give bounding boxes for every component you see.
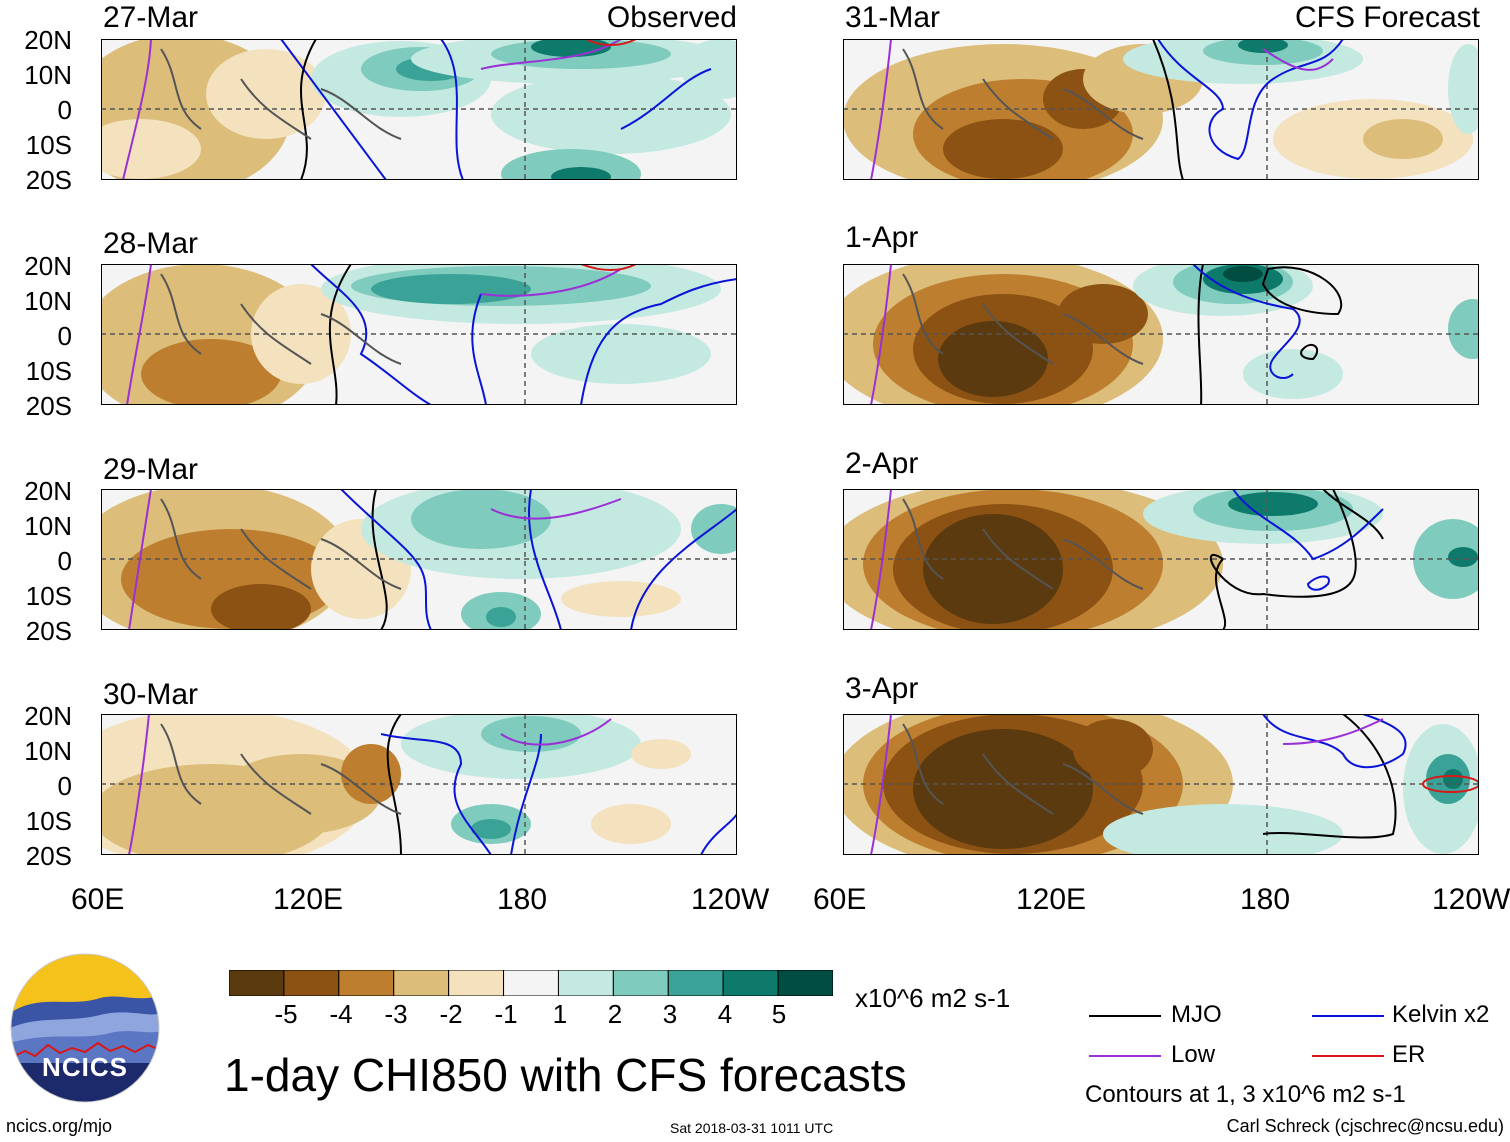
legend-label-low: Low [1171,1041,1216,1068]
legend-label-er: ER [1392,1041,1426,1068]
map-panel-29-mar [101,489,737,630]
lat-label: 20S [25,391,72,421]
footer-center: Sat 2018-03-31 1011 UTC [670,1120,834,1136]
lat-label: 10S [25,356,72,386]
panel-date-31-mar: 31-Mar [845,1,941,34]
colorbar-swatch [557,970,614,996]
observed-label: Observed [606,1,737,34]
footer-left: ncics.org/mjo [6,1116,113,1136]
panel-date-29-mar: 29-Mar [103,453,199,486]
lat-label: 10N [24,736,72,766]
lon-label-60e-right: 60E [813,883,867,916]
colorbar-tick: 3 [662,999,678,1029]
map-panel-27-mar [101,39,737,180]
ncics-logo-text: NCICS [42,1052,128,1082]
chart-title: 1-day CHI850 with CFS forecasts [224,1049,907,1101]
colorbar-tick: -2 [439,999,463,1029]
lat-label: 10S [25,581,72,611]
legend-line-mjo [1089,1015,1161,1017]
lat-label: 0 [57,546,72,576]
lon-label-120e-right: 120E [1016,883,1087,916]
legend-line-er [1312,1055,1384,1057]
colorbar-swatch [777,970,833,996]
map-panel-1-apr [843,264,1479,405]
colorbar [229,970,833,996]
lon-label-180-left: 180 [497,883,548,916]
colorbar-swatch [338,970,395,996]
lat-label: 20N [24,701,72,731]
panel-date-30-mar: 30-Mar [103,678,199,711]
colorbar-tick: -4 [329,999,353,1029]
panel-date-28-mar: 28-Mar [103,227,199,260]
contours-note: Contours at 1, 3 x10^6 m2 s-1 [1085,1081,1406,1108]
lat-label: 20S [25,616,72,646]
lat-label: 20N [24,251,72,281]
panel-date-3-apr: 3-Apr [845,672,919,705]
colorbar-tick: -5 [274,999,298,1029]
colorbar-tick: 1 [552,999,568,1029]
lon-label-120e-left: 120E [273,883,344,916]
lat-label: 10N [24,286,72,316]
legend-label-mjo: MJO [1171,1001,1222,1028]
lat-label: 0 [57,771,72,801]
footer-right: Carl Schreck (cjschrec@ncsu.edu) [1226,1116,1504,1136]
colorbar-swatch [448,970,505,996]
lon-label-60e-left: 60E [71,883,125,916]
colorbar-swatch [667,970,724,996]
colorbar-swatch [612,970,669,996]
colorbar-tick: -1 [494,999,518,1029]
panel-date-2-apr: 2-Apr [845,447,919,480]
colorbar-tick: 2 [607,999,623,1029]
lat-label: 0 [57,321,72,351]
ncics-logo [10,953,160,1103]
lat-label: 20N [24,25,72,55]
legend-line-low [1089,1055,1161,1057]
colorbar-swatch [229,970,285,996]
lat-label: 20S [25,165,72,195]
colorbar-tick: 4 [717,999,733,1029]
legend-line-kelvin [1312,1015,1384,1017]
forecast-label: CFS Forecast [1294,1,1480,34]
lat-label: 0 [57,95,72,125]
colorbar-tick: 5 [771,999,787,1029]
map-panel-31-mar [843,39,1479,180]
lat-label: 10S [25,806,72,836]
colorbar-swatch [503,970,559,996]
colorbar-tick: -3 [384,999,408,1029]
colorbar-swatch [393,970,450,996]
panel-date-1-apr: 1-Apr [845,221,919,254]
colorbar-units: x10^6 m2 s-1 [855,983,1011,1013]
map-panel-3-apr [843,714,1479,855]
legend-label-kelvin: Kelvin x2 [1392,1001,1490,1028]
map-panel-28-mar [101,264,737,405]
lat-label: 10N [24,511,72,541]
lon-label-120w-left: 120W [691,883,770,916]
lon-label-180-right: 180 [1240,883,1291,916]
lat-label: 20S [25,841,72,871]
lon-label-120w-right: 120W [1432,883,1510,916]
map-panel-30-mar [101,714,737,855]
lat-label: 10N [24,60,72,90]
colorbar-swatch [722,970,779,996]
lat-label: 10S [25,130,72,160]
lat-label: 20N [24,476,72,506]
panel-date-27-mar: 27-Mar [103,1,199,34]
map-panel-2-apr [843,489,1479,630]
colorbar-swatch [283,970,340,996]
